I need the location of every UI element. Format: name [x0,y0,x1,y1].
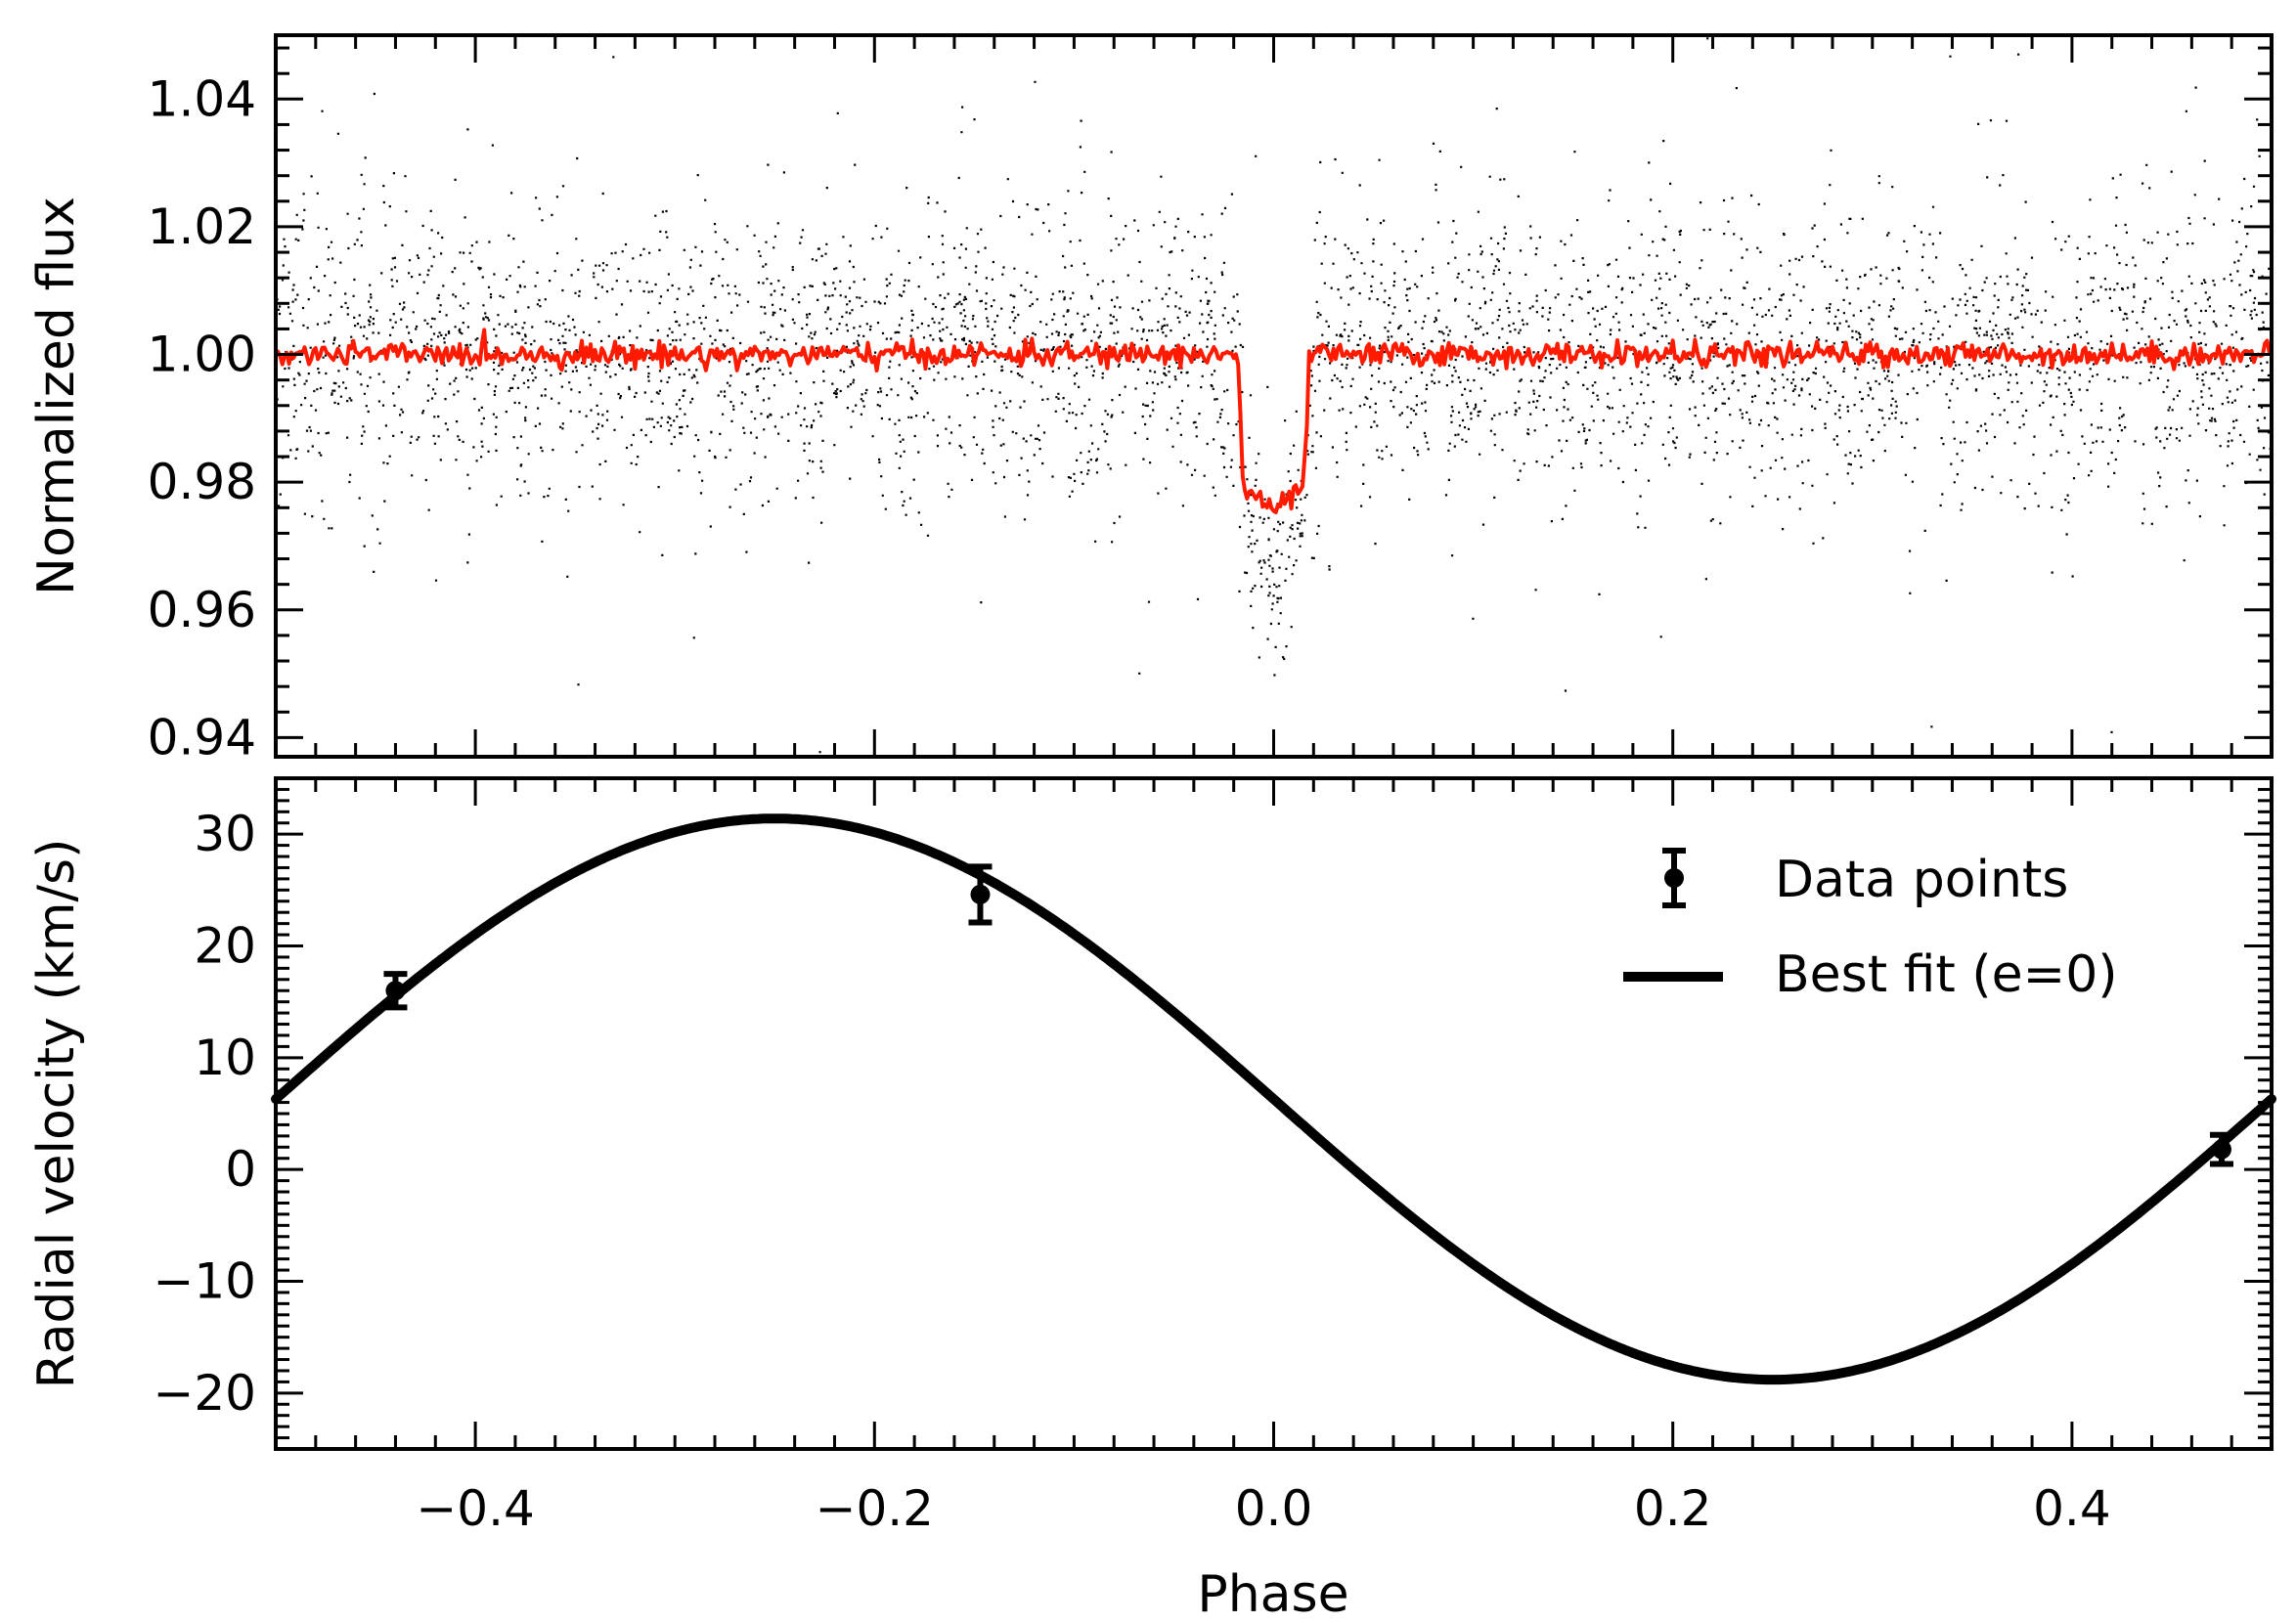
flux-y-tick-label: 1.04 [148,70,256,127]
flux-axis-ticks [274,35,2274,757]
rv-x-tick-label: 0.4 [2033,1480,2111,1537]
rv-x-tick-label: 0.2 [1634,1480,1712,1537]
flux-panel: 0.94 0.96 0.98 1.00 1.02 1.04 Normalized flux [27,33,2274,766]
rv-plot-frame [274,776,2274,1451]
rv-y-tick-labels: −20 −10 0 10 20 30 [153,806,256,1422]
rv-data-point [968,863,993,926]
legend-marker-data-points [1662,848,1686,908]
rv-y-tick-label: −10 [153,1253,256,1310]
rv-x-tick-label: −0.2 [816,1480,934,1537]
flux-y-tick-labels: 0.94 0.96 0.98 1.00 1.02 1.04 [148,70,256,766]
rv-marker [2211,1139,2231,1160]
rv-x-tick-label: −0.4 [416,1480,534,1537]
rv-x-tick-label: 0.0 [1235,1480,1313,1537]
rv-data-points [383,863,2233,1167]
rv-y-tick-label: 10 [194,1030,256,1086]
flux-binned-line [275,328,2274,514]
rv-y-tick-label: −20 [153,1365,256,1422]
rv-panel: −20 −10 0 10 20 30 −0.4 −0.2 0.0 0.2 0.4 Radial v… [27,776,2276,1623]
legend-label-data-points: Data points [1775,851,2068,909]
rv-y-tick-label: 30 [194,806,256,862]
rv-x-tick-labels: −0.4 −0.2 0.0 0.2 0.4 [416,1480,2110,1537]
flux-plot-frame [274,33,2274,759]
legend-label-best-fit: Best fit (e=0) [1775,945,2118,1004]
flux-y-tick-label: 1.00 [148,327,256,383]
flux-y-tick-label: 0.98 [148,454,256,510]
rv-y-axis-title: Radial velocity (km/s) [27,839,86,1389]
rv-marker [385,981,406,1001]
rv-y-tick-label: 20 [194,918,256,975]
flux-y-axis-title: Normalized flux [27,197,86,595]
x-axis-title: Phase [1197,1565,1348,1623]
rv-marker [970,884,991,904]
flux-y-tick-label: 0.96 [148,582,256,638]
rv-data-point [383,971,408,1011]
flux-y-tick-label: 0.94 [148,709,256,766]
rv-data-point [2209,1131,2233,1167]
flux-y-tick-label: 1.02 [148,198,256,255]
rv-legend: Data points Best fit (e=0) [1623,848,2118,1004]
rv-best-fit-line [271,813,2276,1385]
rv-y-tick-label: 0 [225,1141,256,1198]
